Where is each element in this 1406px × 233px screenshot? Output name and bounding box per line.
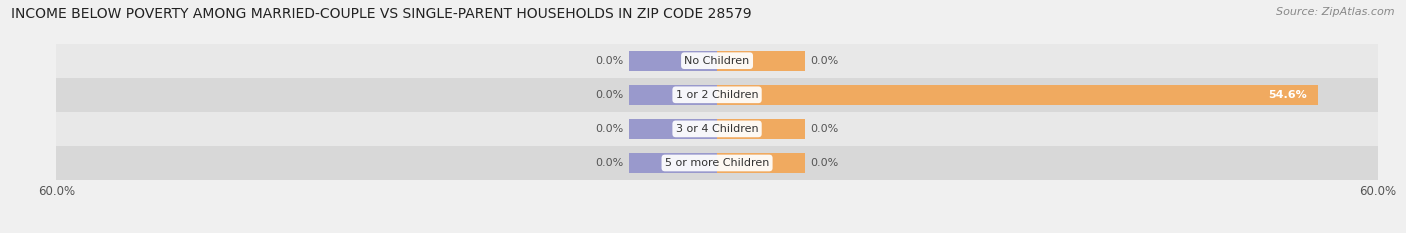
Bar bbox=[56, 112, 1378, 146]
Bar bbox=[56, 78, 1378, 112]
Text: 0.0%: 0.0% bbox=[595, 124, 623, 134]
Text: 0.0%: 0.0% bbox=[811, 56, 839, 66]
Text: 0.0%: 0.0% bbox=[595, 158, 623, 168]
Text: INCOME BELOW POVERTY AMONG MARRIED-COUPLE VS SINGLE-PARENT HOUSEHOLDS IN ZIP COD: INCOME BELOW POVERTY AMONG MARRIED-COUPL… bbox=[11, 7, 752, 21]
Text: 54.6%: 54.6% bbox=[1268, 90, 1308, 100]
Text: 0.0%: 0.0% bbox=[811, 158, 839, 168]
Text: 0.0%: 0.0% bbox=[595, 90, 623, 100]
Text: No Children: No Children bbox=[685, 56, 749, 66]
Bar bbox=[56, 146, 1378, 180]
Bar bbox=[628, 85, 717, 105]
Bar bbox=[628, 51, 717, 71]
Bar bbox=[717, 153, 806, 173]
Text: Source: ZipAtlas.com: Source: ZipAtlas.com bbox=[1277, 7, 1395, 17]
Text: 0.0%: 0.0% bbox=[811, 124, 839, 134]
Bar bbox=[628, 119, 717, 139]
Text: 5 or more Children: 5 or more Children bbox=[665, 158, 769, 168]
Bar bbox=[717, 51, 806, 71]
Text: 1 or 2 Children: 1 or 2 Children bbox=[676, 90, 758, 100]
Text: 3 or 4 Children: 3 or 4 Children bbox=[676, 124, 758, 134]
Bar bbox=[717, 119, 806, 139]
Bar bbox=[628, 153, 717, 173]
Text: 0.0%: 0.0% bbox=[595, 56, 623, 66]
Bar bbox=[56, 44, 1378, 78]
Bar bbox=[717, 85, 1319, 105]
